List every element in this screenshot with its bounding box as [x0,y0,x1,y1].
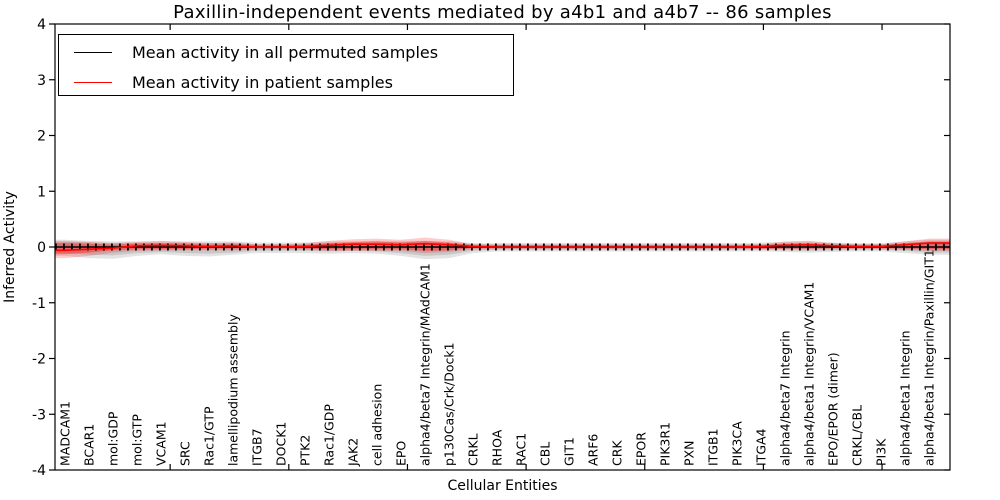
x-tick-label: Rac1/GDP [322,404,337,466]
y-tick-label: -3 [32,407,46,423]
permuted-range-inner-band [55,241,950,256]
legend-line-patient-icon [74,81,112,83]
y-tick-label: 0 [37,240,46,256]
patient-mean-line [55,242,950,252]
chart-title: Paxillin-independent events mediated by … [173,2,832,23]
x-tick-label: alpha4/beta1 Integrin/VCAM1 [802,282,817,466]
y-tick-label: 2 [37,129,46,145]
x-tick-label: CRKL [466,433,481,466]
x-tick-label: BCAR1 [82,424,97,466]
x-tick-label: RAC1 [514,433,529,466]
x-tick-label: CRKL/CBL [850,405,865,466]
legend: Mean activity in all permuted samples Me… [58,34,514,96]
x-tick-label: mol:GDP [106,411,121,466]
x-tick-label: MADCAM1 [58,401,73,466]
x-tick-label: PIK3CA [730,421,745,466]
x-tick-label: PIK3R1 [658,422,673,466]
x-tick-label: PXN [682,441,697,466]
x-tick-label: Rac1/GTP [202,406,217,466]
x-tick-label: ITGB1 [706,428,721,466]
x-tick-label: PI3K [874,438,889,466]
y-tick-label: 4 [37,17,46,33]
x-tick-label: ARF6 [586,434,601,466]
y-tick-label: -1 [32,296,46,312]
x-tick-label: CRK [610,440,625,466]
permuted-range-outer-band [55,239,950,260]
x-tick-label: ITGA4 [754,428,769,466]
x-tick-label: JAK2 [346,438,361,467]
y-tick-label: 1 [37,184,46,200]
x-tick-label: p130Cas/Crk/Dock1 [442,342,457,466]
x-tick-label: VCAM1 [154,421,169,466]
x-tick-label: RHOA [490,429,505,466]
x-tick-label: alpha4/beta7 Integrin/MAdCAM1 [418,263,433,466]
y-tick-label: 3 [37,73,46,89]
y-tick-label: -4 [32,463,46,479]
y-tick-label: -2 [32,352,46,368]
x-tick-label: alpha4/beta1 Integrin [898,330,913,466]
x-tick-label: mol:GTP [130,414,145,466]
legend-line-permuted-icon [74,51,112,53]
legend-item-permuted: Mean activity in all permuted samples [59,38,513,66]
x-tick-label: lamellipodium assembly [226,314,241,466]
x-tick-label: EPOR [634,432,649,466]
x-tick-label: ITGB7 [250,428,265,466]
x-tick-label: alpha4/beta7 Integrin [778,330,793,466]
x-tick-label: PTK2 [298,435,313,466]
legend-item-patient: Mean activity in patient samples [59,68,513,96]
legend-item-label: Mean activity in all permuted samples [132,42,439,62]
x-axis-label: Cellular Entities [447,478,558,494]
x-tick-label: alpha4/beta1 Integrin/Paxillin/GIT1 [922,249,937,466]
x-tick-label: DOCK1 [274,422,289,466]
x-tick-label: EPO [394,441,409,466]
x-tick-label: cell adhesion [370,384,385,466]
legend-item-label: Mean activity in patient samples [132,72,393,92]
x-tick-label: CBL [538,442,553,466]
x-tick-label: SRC [178,441,193,466]
x-tick-label: EPO/EPOR (dimer) [826,352,841,466]
patient-range-outer-band [55,237,950,259]
x-tick-label: GIT1 [562,437,577,466]
